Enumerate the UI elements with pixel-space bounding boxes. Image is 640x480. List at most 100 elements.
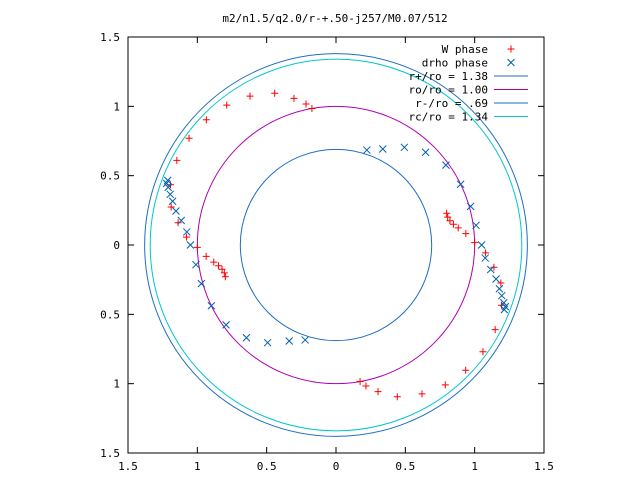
w-phase-point [290, 94, 298, 102]
w-phase-point [173, 156, 181, 164]
w-phase-point [362, 382, 370, 390]
drho-phase-point [362, 146, 371, 154]
y-tick-label: 1 [113, 100, 120, 113]
drho-phase-point [186, 241, 195, 249]
w-phase-point [482, 249, 490, 257]
drho-phase-point [486, 265, 495, 274]
y-tick-label: 0.5 [100, 308, 120, 321]
w-phase-point [202, 116, 210, 124]
x-tick-label: 0 [333, 460, 340, 473]
w-phase-point [444, 213, 452, 221]
legend-label: r-/ro = .69 [415, 97, 488, 110]
drho-phase-point [168, 197, 177, 206]
w-phase-point [490, 263, 498, 271]
y-tick-label: 1.5 [100, 31, 120, 44]
drho-phase-point [421, 148, 430, 157]
legend-label: drho phase [422, 57, 488, 70]
drho-phase-point [242, 333, 251, 342]
w-phase-point [246, 92, 254, 100]
drho-phase-point [177, 216, 186, 225]
w-phase-point [167, 203, 175, 211]
w-phase-point [446, 217, 454, 225]
drho-phase-point [499, 298, 508, 307]
w-phase-point [193, 243, 201, 251]
w-phase-point [479, 348, 487, 356]
w-phase-point [174, 219, 182, 227]
x-tick-label: 0.5 [257, 460, 277, 473]
reference-circle-2 [196, 105, 476, 385]
legend-label: W phase [442, 43, 488, 56]
w-phase-point [182, 233, 190, 241]
w-phase-point [221, 273, 229, 281]
drho-phase-point [222, 321, 230, 329]
drho-phase-point [207, 301, 216, 310]
axis-ticks: 1.5 1 0.5 0 0.5 1 1.51.510.500.511.5 [100, 31, 554, 473]
w-phase-point [441, 381, 449, 389]
x-tick-label: 1.5 [534, 460, 554, 473]
w-phase-point [491, 326, 499, 334]
drho-phase-point [301, 336, 310, 344]
x-tick-label: 1 [471, 460, 478, 473]
drho-phase-point [182, 228, 191, 236]
w-phase-point [471, 239, 479, 247]
data-marks [162, 89, 510, 401]
chart-title: m2/n1.5/q2.0/r-+.50-j257/M0.07/512 [222, 12, 447, 25]
drho-phase-point [400, 143, 409, 152]
drho-phase-point [378, 145, 387, 153]
x-tick-label: 0.5 [395, 460, 415, 473]
w-phase-point [185, 134, 193, 142]
legend-label: r+/ro = 1.38 [409, 70, 488, 83]
drho-phase-point [166, 190, 175, 199]
drho-phase-point [492, 275, 500, 283]
w-phase-point [449, 220, 457, 228]
drho-phase-point [442, 161, 450, 169]
drho-phase-point [263, 338, 272, 347]
drho-phase-point [466, 202, 475, 211]
drho-phase-point [163, 176, 172, 185]
reference-circle-4 [149, 58, 523, 432]
drho-phase-point [285, 337, 294, 345]
w-phase-point [308, 104, 316, 112]
legend-label: ro/ro = 1.00 [409, 84, 488, 97]
drho-phase-point [481, 254, 490, 262]
drho-phase-point [456, 180, 465, 189]
drho-phase-point [497, 291, 506, 300]
w-phase-point [462, 366, 470, 374]
drho-phase-point [477, 241, 486, 249]
drho-phase-point [172, 207, 180, 215]
legend-marker [507, 45, 515, 53]
y-tick-label: 1 [113, 378, 120, 391]
drho-phase-point [192, 260, 200, 269]
drho-phase-point [472, 221, 480, 230]
w-phase-point [454, 224, 462, 232]
y-tick-label: 1.5 [100, 447, 120, 460]
y-tick-label: 0 [113, 239, 120, 252]
w-phase-point [443, 209, 451, 217]
w-phase-point [393, 393, 401, 401]
w-phase-point [418, 390, 426, 398]
w-phase-point [215, 262, 223, 270]
x-tick-label: 1.5 [118, 460, 138, 473]
legend-marker [507, 58, 515, 67]
w-phase-point [462, 230, 470, 238]
legend-label: rc/ro = 1.34 [409, 111, 489, 124]
w-phase-point [271, 89, 279, 97]
w-phase-point [210, 258, 218, 266]
drho-phase-point [197, 279, 206, 288]
x-tick-label: 1 [194, 460, 201, 473]
w-phase-point [202, 252, 210, 260]
w-phase-point [223, 101, 231, 109]
w-phase-point [374, 388, 382, 396]
y-tick-label: 0.5 [100, 170, 120, 183]
reference-circle-3 [239, 148, 433, 342]
w-phase-point [218, 265, 226, 273]
reference-circle-1 [144, 53, 528, 437]
drho-phase-point [495, 284, 504, 293]
w-phase-point [302, 100, 310, 108]
w-phase-point [356, 378, 364, 386]
w-phase-point [220, 269, 228, 277]
w-phase-point [497, 279, 505, 287]
drho-phase-point [500, 305, 509, 314]
